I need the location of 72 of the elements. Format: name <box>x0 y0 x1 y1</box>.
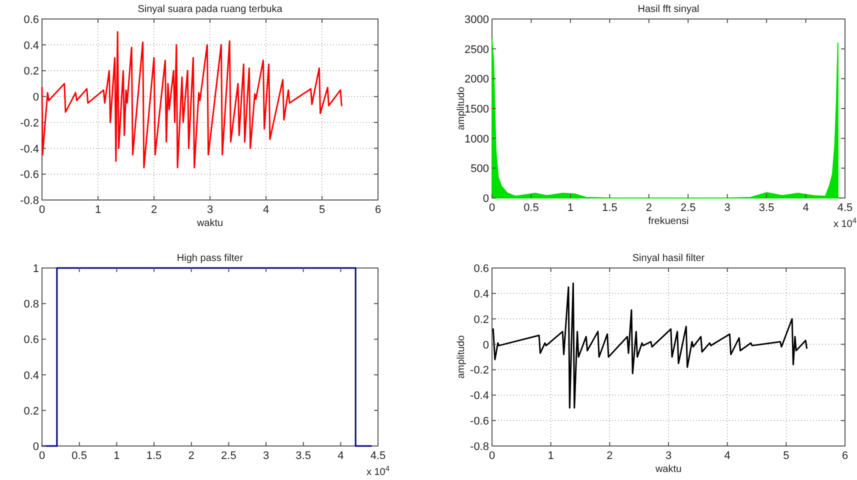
x-axis-title: frekuensi <box>648 216 689 227</box>
y-tick-label: 500 <box>470 163 489 176</box>
chart-title: Sinyal suara pada ruang terbuka <box>138 4 283 15</box>
x-tick-label: 0.5 <box>72 450 87 462</box>
y-tick-label: 0.6 <box>24 334 39 346</box>
y-tick-label: -0.8 <box>20 195 39 207</box>
x-tick-label: 2.5 <box>221 450 236 462</box>
y-tick-label: 0.6 <box>474 263 489 275</box>
chart-title: High pass filter <box>176 253 244 264</box>
y-tick-label: 0.6 <box>24 14 39 26</box>
y-tick-label: -0.6 <box>470 416 489 428</box>
x-tick-label: 1.5 <box>146 450 162 462</box>
y-tick-label: 2500 <box>464 44 489 56</box>
x-tick-label: 4 <box>802 202 809 214</box>
x-tick-label: 3 <box>262 450 270 462</box>
x-tick-label: 3 <box>724 202 730 214</box>
x-tick-label: 4 <box>338 450 344 462</box>
x-tick-label: 5 <box>783 450 790 462</box>
x-tick-label: 3.5 <box>296 450 311 462</box>
y-axis-title: amplitudo <box>456 334 467 379</box>
y-tick-label: 2000 <box>464 74 489 86</box>
x-axis-title: waktu <box>196 218 224 229</box>
x-tick-label: 4.5 <box>370 450 386 462</box>
x-tick-label: 3 <box>665 450 672 462</box>
text: x 10$^{4}$ <box>366 464 390 478</box>
x-tick-label: 2 <box>606 450 613 462</box>
x-tick-label: 1 <box>567 202 574 214</box>
chart-title: Hasil fft sinyal <box>638 4 700 15</box>
y-tick-label: -0.6 <box>20 169 39 182</box>
line-series <box>492 282 808 409</box>
y-tick-label: 1 <box>32 263 39 275</box>
y-tick-label: 0.4 <box>24 40 39 52</box>
text: x 10$^{4}$ <box>833 216 857 230</box>
x-tick-label: 1 <box>114 450 120 462</box>
x-tick-label: 1 <box>548 450 554 462</box>
y-tick-label: 1500 <box>464 104 489 116</box>
y-tick-label: 0.4 <box>474 288 489 300</box>
y-tick-label: 1000 <box>464 133 489 146</box>
x-tick-label: 1.5 <box>602 202 618 214</box>
x-tick-label: 2 <box>646 202 652 214</box>
y-tick-label: 0 <box>32 92 39 104</box>
y-tick-label: 0 <box>482 339 489 352</box>
y-tick-label: -0.2 <box>470 364 489 377</box>
x-tick-label: 3 <box>206 204 214 216</box>
x-tick-label: 1 <box>94 204 102 216</box>
y-axis-title: amplitudo <box>456 86 467 130</box>
line-series <box>41 31 342 168</box>
x-tick-label: 2 <box>188 450 194 462</box>
x-tick-label: 4 <box>724 450 730 462</box>
y-tick-label: 0.2 <box>24 66 39 78</box>
x-tick-label: 2 <box>150 204 158 216</box>
x-tick-label: 3.5 <box>758 202 774 214</box>
x-tick-label: 0.5 <box>524 202 539 214</box>
y-tick-label: -0.2 <box>20 117 39 130</box>
y-tick-label: -0.8 <box>470 441 489 453</box>
y-tick-label: -0.4 <box>20 143 39 156</box>
x-axis-title: waktu <box>654 464 682 475</box>
x-tick-label: 2.5 <box>680 202 696 214</box>
x-tick-label: 4.5 <box>837 202 853 214</box>
chart-title: Sinyal hasil filter <box>632 253 706 264</box>
y-tick-label: 3000 <box>464 14 489 26</box>
y-tick-label: 0 <box>32 441 39 453</box>
y-tick-label: 0.8 <box>24 298 39 311</box>
y-tick-label: 0.4 <box>24 370 39 382</box>
x-tick-label: 6 <box>842 450 848 462</box>
y-tick-label: 0.2 <box>474 314 489 326</box>
x-tick-label: 6 <box>374 204 382 216</box>
x-tick-label: 4 <box>262 204 270 216</box>
y-tick-label: 0.2 <box>24 405 39 418</box>
x-tick-label: 5 <box>318 204 326 216</box>
y-tick-label: -0.4 <box>470 390 489 402</box>
y-tick-label: 0 <box>482 193 489 205</box>
